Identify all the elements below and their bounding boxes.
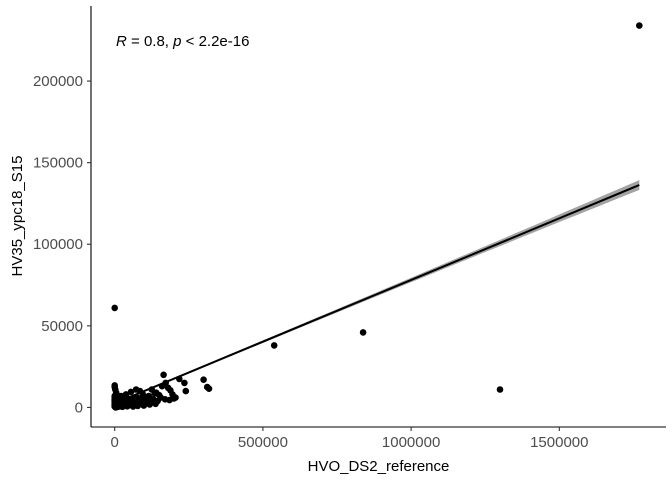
data-point <box>270 342 278 349</box>
x-tick-label: 0 <box>111 434 119 451</box>
data-point <box>205 385 213 393</box>
y-tick-label: 200000 <box>33 73 83 90</box>
data-point <box>132 386 140 393</box>
r-value: = 0.8, <box>127 33 173 50</box>
p-value: < 2.2e-16 <box>181 33 249 50</box>
data-point <box>140 402 148 409</box>
data-point <box>359 329 367 336</box>
data-point <box>182 387 190 395</box>
data-point <box>138 394 146 401</box>
data-point <box>181 379 188 387</box>
correlation-annotation: R = 0.8, p < 2.2e-16 <box>116 33 249 50</box>
data-point <box>123 403 131 410</box>
r-symbol: R <box>116 33 127 50</box>
data-point <box>200 376 207 384</box>
x-tick-label: 1000000 <box>382 434 440 451</box>
regression-line <box>114 184 640 405</box>
x-axis-title: HVO_DS2_reference <box>308 458 450 475</box>
ticks: 0 500000 1000000 1500000 0 50000 100000 150000 2… <box>33 73 589 451</box>
data-point <box>151 390 158 397</box>
points-layer <box>111 22 643 411</box>
data-point <box>111 392 118 400</box>
data-point <box>122 391 130 398</box>
data-point <box>170 395 178 402</box>
y-tick-label: 0 <box>75 399 83 416</box>
data-point <box>496 386 504 393</box>
y-tick-label: 100000 <box>33 236 83 253</box>
data-point <box>119 403 126 411</box>
y-axis-title: HV35_ypc18_S15 <box>9 156 26 277</box>
data-point <box>127 388 135 396</box>
data-point <box>134 402 142 410</box>
data-point <box>146 401 153 408</box>
data-point <box>111 304 118 312</box>
p-symbol: p <box>172 33 181 50</box>
data-point <box>636 22 643 29</box>
regression-line-layer <box>114 184 640 405</box>
y-tick-label: 150000 <box>33 155 83 172</box>
y-tick-label: 50000 <box>41 318 83 335</box>
data-point <box>160 371 167 379</box>
x-tick-label: 500000 <box>238 434 288 451</box>
data-point <box>152 400 159 408</box>
axes <box>90 6 666 428</box>
x-tick-label: 1500000 <box>530 434 588 451</box>
